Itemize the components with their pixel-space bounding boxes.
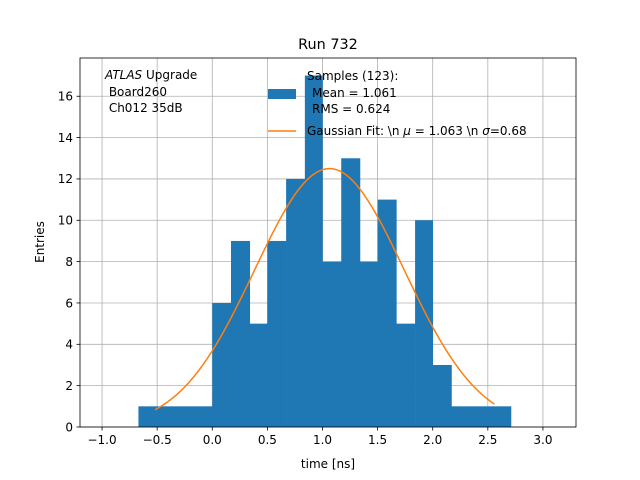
annotation-line-1: ATLAS Upgrade [104, 68, 197, 82]
histogram-bar [157, 406, 177, 427]
histogram-bar [359, 261, 378, 427]
x-tick-label: 0.5 [258, 433, 277, 447]
y-axis-label: Entries [33, 221, 47, 263]
x-tick-label: 0.0 [203, 433, 222, 447]
histogram-bar [267, 240, 287, 427]
y-tick-label: 10 [58, 214, 73, 228]
gaussian-fit [154, 167, 495, 411]
x-tick-label: −0.5 [143, 433, 172, 447]
histogram-bars [138, 75, 512, 428]
y-tick-label: 8 [65, 255, 73, 269]
x-tick-label: 2.0 [423, 433, 442, 447]
legend-fit-label: Gaussian Fit: \n μ = 1.063 \n σ=0.68 [307, 124, 527, 138]
histogram-bar [175, 406, 194, 427]
histogram-bar [212, 302, 232, 427]
gaussian-fit-curve [154, 167, 495, 411]
histogram-bar [432, 364, 452, 427]
annotation-board: Board260 [105, 85, 167, 99]
y-tick-label: 6 [65, 296, 73, 310]
histogram-bar [304, 75, 323, 428]
annotation-channel: Ch012 35dB [105, 101, 183, 115]
legend-fit-mu: μ [402, 124, 411, 138]
legend: Samples (123): Mean = 1.061 RMS = 0.624 … [268, 69, 527, 138]
histogram-bar [286, 178, 306, 427]
legend-fit-suffix: =0.68 [490, 124, 527, 138]
legend-samples-header: Samples (123): [307, 69, 398, 83]
y-tick-label: 2 [65, 379, 73, 393]
x-tick-label: 2.5 [478, 433, 497, 447]
histogram-bar [377, 199, 397, 427]
legend-samples-rms: RMS = 0.624 [312, 102, 390, 116]
histogram-bar [231, 240, 251, 427]
legend-fit-mid: = 1.063 \n [411, 124, 482, 138]
x-tick-label: 1.5 [368, 433, 387, 447]
histogram-bar [451, 406, 471, 427]
y-tick-label: 4 [65, 338, 73, 352]
annotation-text: ATLAS Upgrade Board260 Ch012 35dB [104, 68, 197, 115]
y-tick-label: 14 [58, 131, 73, 145]
histogram-bar [487, 406, 512, 427]
annotation-atlas: ATLAS [104, 68, 143, 82]
x-tick-label: 1.0 [313, 433, 332, 447]
histogram-bar [193, 406, 213, 427]
x-axis-ticks: −1.0 −0.5 0.0 0.5 1.0 1.5 2.0 2.5 3.0 [87, 427, 552, 447]
annotation-upgrade: Upgrade [142, 68, 197, 82]
histogram-bar [138, 406, 158, 427]
histogram-bar [249, 323, 268, 427]
y-tick-label: 0 [65, 420, 73, 434]
histogram-bar [415, 220, 434, 427]
legend-fit-prefix: Gaussian Fit: \n [307, 124, 403, 138]
y-tick-label: 16 [58, 90, 73, 104]
histogram-bar [341, 158, 361, 427]
legend-samples-mean: Mean = 1.061 [312, 86, 397, 100]
legend-fit-sigma: σ [482, 124, 490, 138]
y-tick-label: 12 [58, 172, 73, 186]
plot-frame [79, 57, 577, 428]
chart-title: Run 732 [298, 37, 358, 53]
histogram-bar [322, 261, 342, 427]
x-tick-label: 3.0 [533, 433, 552, 447]
histogram-bar [470, 406, 489, 427]
histogram-bar [396, 323, 416, 427]
y-axis-ticks: 0 2 4 6 8 10 12 14 16 [58, 90, 80, 434]
x-tick-label: −1.0 [87, 433, 116, 447]
x-axis-label: time [ns] [301, 457, 355, 471]
legend-samples-swatch [268, 89, 296, 99]
